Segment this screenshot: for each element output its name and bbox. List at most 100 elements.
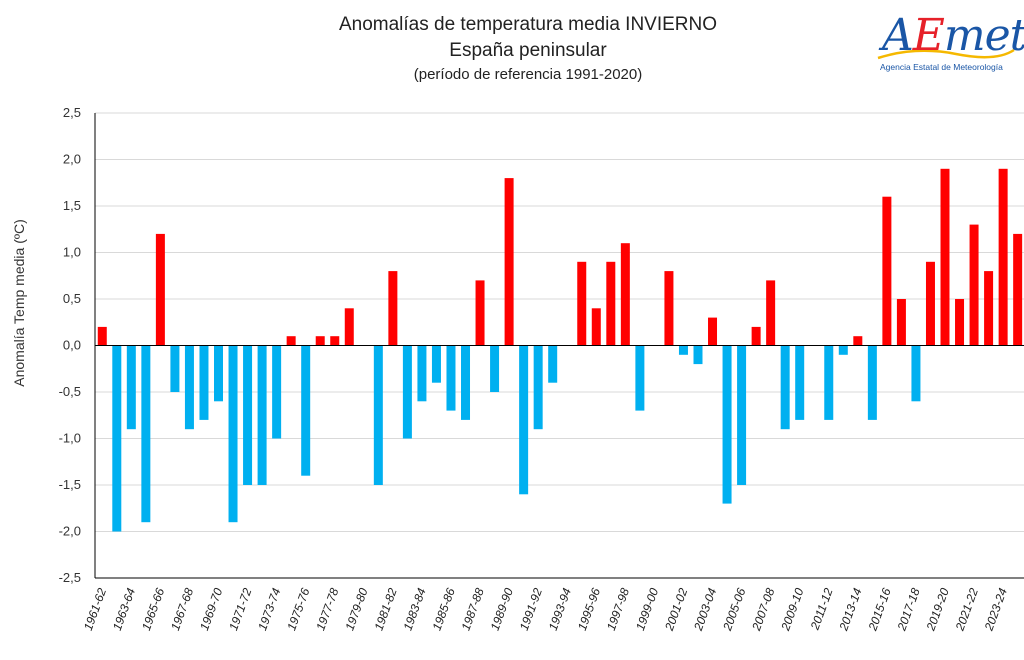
x-tick-label: 2013-14 <box>836 586 865 633</box>
bar-2018-19 <box>925 261 935 346</box>
x-tick-label: 2001-02 <box>662 586 691 633</box>
bar-2013-14 <box>853 336 863 346</box>
chart-title: Anomalías de temperatura media INVIERNO <box>338 14 718 35</box>
bar-2022-23 <box>984 271 994 346</box>
bar-1998-99 <box>635 345 645 411</box>
bar-1992-93 <box>548 345 558 383</box>
bar-1968-69 <box>199 345 209 420</box>
y-tick-label: -1,0 <box>59 431 81 446</box>
x-tick-label: 1975-76 <box>284 586 312 632</box>
bar-2005-06 <box>737 345 747 485</box>
x-tick-label: 1981-82 <box>371 586 399 632</box>
x-tick-label: 1979-80 <box>342 586 370 632</box>
bar-2008-09 <box>780 345 790 430</box>
y-tick-label: 2,5 <box>63 105 81 120</box>
x-tick-label: 2017-18 <box>894 586 923 633</box>
bar-2009-10 <box>795 345 805 420</box>
aemet-logo: AEmet Agencia Estatal de Meteorología <box>876 12 1024 76</box>
bar-1991-92 <box>533 345 543 430</box>
x-tick-label: 1967-68 <box>168 586 196 632</box>
bar-1976-77 <box>315 336 325 346</box>
y-tick-label: 1,5 <box>63 198 81 213</box>
logo-letters-met: met <box>943 10 1024 61</box>
bar-1989-90 <box>504 178 514 346</box>
x-tick-label: 2009-10 <box>778 586 807 633</box>
bar-1987-88 <box>475 280 485 346</box>
x-tick-label: 1987-88 <box>459 586 487 632</box>
x-tick-label: 1989-90 <box>488 586 516 632</box>
chart-subtitle: España peninsular <box>449 40 607 61</box>
x-tick-label: 2003-04 <box>691 586 720 633</box>
x-tick-label: 2005-06 <box>720 586 749 633</box>
bar-2014-15 <box>867 345 877 420</box>
x-tick-label: 1977-78 <box>313 586 341 632</box>
x-tick-label: 1993-94 <box>546 586 574 632</box>
bar-1969-70 <box>214 345 223 402</box>
bar-2015-16 <box>882 196 892 346</box>
bar-2017-18 <box>911 345 921 402</box>
x-tick-label: 1983-84 <box>400 586 428 632</box>
bar-1981-82 <box>388 271 398 346</box>
bar-1990-91 <box>519 345 529 495</box>
bar-2001-02 <box>678 345 688 355</box>
logo-tagline: Agencia Estatal de Meteorología <box>880 62 1003 72</box>
bar-1964-65 <box>141 345 151 523</box>
bar-2011-12 <box>824 345 834 420</box>
x-tick-label: 1995-96 <box>575 586 603 632</box>
bar-2016-17 <box>896 299 906 346</box>
bar-1973-74 <box>272 345 282 439</box>
bar-2002-03 <box>693 345 703 365</box>
logo-letter-e: E <box>912 10 945 61</box>
x-tick-label: 1971-72 <box>226 586 254 632</box>
bar-1988-89 <box>490 345 500 392</box>
bar-1984-85 <box>431 345 441 383</box>
bar-1985-86 <box>446 345 456 411</box>
bar-1978-79 <box>344 308 354 346</box>
bar-1971-72 <box>243 345 253 485</box>
bar-1994-95 <box>577 261 587 346</box>
bar-2019-20 <box>940 168 950 346</box>
reference-period: (período de referencia 1991-2020) <box>413 66 643 83</box>
y-tick-label: 0,0 <box>63 338 81 353</box>
bar-1982-83 <box>402 345 412 439</box>
bar-1962-63 <box>112 345 122 532</box>
bar-1970-71 <box>228 345 238 523</box>
bar-2000-01 <box>664 271 674 346</box>
bar-2006-07 <box>751 326 761 346</box>
y-tick-label: -2,0 <box>59 524 81 539</box>
bar-1986-87 <box>461 345 471 420</box>
bar-2007-08 <box>766 280 776 346</box>
x-tick-label: 1997-98 <box>604 586 632 632</box>
bar-1965-66 <box>155 233 165 346</box>
bar-1963-64 <box>126 345 136 430</box>
bar-2023-24 <box>998 168 1008 346</box>
bar-1972-73 <box>257 345 267 485</box>
x-tick-label: 2021-22 <box>952 586 981 633</box>
y-tick-label: -1,5 <box>59 477 81 492</box>
y-tick-label: 1,0 <box>63 245 81 260</box>
x-tick-label: 1973-74 <box>255 586 283 632</box>
bar-2004-05 <box>722 345 732 504</box>
bar-2003-04 <box>708 317 718 346</box>
bar-1975-76 <box>301 345 311 476</box>
bar-1980-81 <box>373 345 383 485</box>
bar-1997-98 <box>620 243 630 346</box>
logo-wordmark: AEmet <box>882 12 1024 60</box>
y-tick-label: 2,0 <box>63 152 81 167</box>
chart-title-block: Anomalías de temperatura media INVIERNO … <box>0 12 1024 86</box>
axis-layer <box>94 113 1024 579</box>
x-tick-label: 1985-86 <box>430 586 458 632</box>
x-tick-label: 1961-62 <box>81 586 109 632</box>
x-tick-label: 2019-20 <box>923 586 952 633</box>
bar-1996-97 <box>606 261 616 346</box>
bar-2021-22 <box>969 224 979 346</box>
y-axis-title: Anomalía Temp media (ºC) <box>11 219 27 386</box>
y-tick-label: -2,5 <box>59 570 81 585</box>
x-tick-label: 2011-12 <box>807 586 835 633</box>
y-tick-label: 0,5 <box>63 291 81 306</box>
x-tick-label: 1991-92 <box>517 586 545 632</box>
bar-1966-67 <box>170 345 180 392</box>
bars-layer <box>97 168 1023 532</box>
x-tick-label: 2007-08 <box>749 586 778 633</box>
